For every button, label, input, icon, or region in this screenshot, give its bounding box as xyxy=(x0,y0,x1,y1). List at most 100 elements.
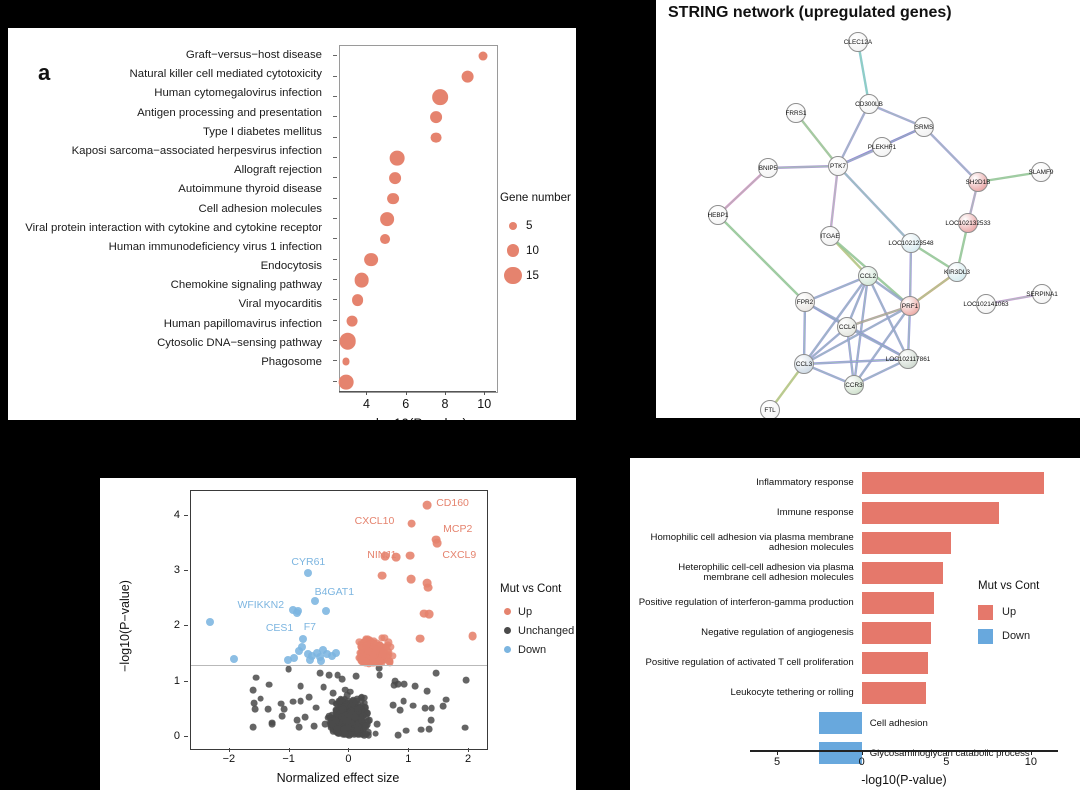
volcano-point xyxy=(277,700,285,707)
volcano-point xyxy=(370,640,378,648)
network-node[interactable]: FTL xyxy=(760,400,780,419)
go-bar-row: Immune response xyxy=(630,498,1080,528)
dotplot-point[interactable] xyxy=(461,70,474,83)
volcano-legend-item[interactable]: Unchanged xyxy=(500,621,574,640)
volcano-point xyxy=(356,714,364,722)
volcano-point xyxy=(389,701,397,709)
network-node[interactable]: FPR2 xyxy=(795,292,815,312)
volcano-y-tick-label: 3 xyxy=(173,564,180,577)
dotplot-point[interactable] xyxy=(430,111,443,124)
network-node[interactable]: CCR3 xyxy=(844,375,864,395)
go-bar[interactable] xyxy=(861,502,999,524)
volcano-point xyxy=(423,583,433,593)
dotplot-y-tick xyxy=(333,279,337,281)
network-node[interactable]: BNIP5 xyxy=(758,158,778,178)
network-node[interactable]: PLEKHF1 xyxy=(868,137,897,157)
network-node[interactable]: CCL4 xyxy=(837,317,857,337)
gene-number-legend-item: 10 xyxy=(500,238,571,263)
network-node[interactable]: LOC102132533 xyxy=(945,213,991,233)
go-legend-swatch xyxy=(978,628,993,644)
network-node[interactable]: CCL3 xyxy=(794,354,814,374)
dotplot-point[interactable] xyxy=(351,294,364,307)
go-bar[interactable] xyxy=(861,562,943,584)
volcano-point xyxy=(422,705,429,712)
volcano-legend-item[interactable]: Up xyxy=(500,602,574,621)
volcano-point xyxy=(385,658,394,666)
go-x-tick xyxy=(1030,750,1032,755)
network-node[interactable]: PTK7 xyxy=(828,156,848,176)
go-bar[interactable] xyxy=(861,592,935,614)
dotplot-category-label: Allograft rejection xyxy=(233,164,322,177)
network-node[interactable]: ITGAE xyxy=(820,226,840,246)
go-bar[interactable] xyxy=(861,532,952,554)
network-node[interactable]: FRRS1 xyxy=(786,103,807,123)
network-node-label: CD300LB xyxy=(855,101,883,108)
volcano-point xyxy=(347,731,354,738)
dotplot-x-tick-label: 6 xyxy=(402,397,410,411)
dotplot-y-tick xyxy=(333,380,337,382)
network-node-label: PRF1 xyxy=(902,303,919,310)
volcano-point xyxy=(340,725,348,733)
network-node[interactable]: CCL2 xyxy=(858,266,878,286)
volcano-point xyxy=(427,716,435,724)
volcano-legend-item[interactable]: Down xyxy=(500,640,574,659)
go-bar[interactable] xyxy=(819,742,862,764)
dotplot-x-tick xyxy=(405,391,407,395)
dotplot-y-tick xyxy=(333,258,337,260)
network-node[interactable]: LOC102141063 xyxy=(963,294,1009,314)
dotplot-point[interactable] xyxy=(354,272,369,288)
dotplot-y-tick xyxy=(333,55,337,57)
volcano-point xyxy=(303,569,312,578)
volcano-x-tick-label: −1 xyxy=(282,753,295,765)
network-node[interactable]: KIR3DL3 xyxy=(944,262,970,282)
network-node-label: LOC102141063 xyxy=(963,301,1009,308)
volcano-y-tick xyxy=(184,735,188,737)
go-bar[interactable] xyxy=(861,622,932,644)
go-bar[interactable] xyxy=(861,472,1045,494)
network-edge xyxy=(908,242,913,307)
dotplot-point[interactable] xyxy=(346,315,358,327)
dotplot-point[interactable] xyxy=(387,192,399,205)
volcano-point xyxy=(371,657,379,666)
volcano-point xyxy=(369,651,377,659)
go-legend-label: Up xyxy=(1002,606,1017,618)
volcano-point xyxy=(424,609,434,619)
network-node[interactable]: SRMS xyxy=(914,117,934,137)
dotplot-point[interactable] xyxy=(432,89,448,105)
dotplot-x-tick xyxy=(444,391,446,395)
volcano-point xyxy=(375,642,383,650)
network-node[interactable]: HEBP1 xyxy=(708,205,729,225)
network-edge xyxy=(828,165,840,237)
go-bar[interactable] xyxy=(861,652,928,674)
network-node[interactable]: LOC102117861 xyxy=(886,349,931,369)
network-node[interactable]: PRF1 xyxy=(900,296,920,316)
dotplot-point[interactable] xyxy=(430,132,442,144)
network-node[interactable]: CLEC12A xyxy=(844,32,873,52)
network-node[interactable]: SH2D1B xyxy=(966,172,991,192)
go-bar[interactable] xyxy=(861,682,926,704)
network-node[interactable]: CD300LB xyxy=(855,94,883,114)
dotplot-point[interactable] xyxy=(342,357,350,365)
dotplot-point[interactable] xyxy=(478,51,488,61)
volcano-x-tick-label: 2 xyxy=(464,753,472,765)
volcano-legend-items: Up Unchanged Down xyxy=(500,602,574,659)
network-node[interactable]: SLAMF9 xyxy=(1029,162,1054,182)
dotplot-point[interactable] xyxy=(380,234,391,245)
dotplot-point[interactable] xyxy=(389,172,401,185)
go-bar[interactable] xyxy=(819,712,862,734)
dotplot-point[interactable] xyxy=(364,252,379,267)
volcano-y-tick-label: 2 xyxy=(173,619,180,632)
dotplot-x-axis xyxy=(339,391,496,392)
network-node[interactable]: LOC102123548 xyxy=(888,233,934,253)
go-legend-item[interactable]: Up xyxy=(978,600,1039,624)
panel-d-go-barchart: Inflammatory response Immune response Homo… xyxy=(630,458,1080,790)
dotplot-point[interactable] xyxy=(389,150,405,166)
network-node[interactable]: SERPINA1 xyxy=(1026,284,1058,304)
network-edge xyxy=(977,170,1042,184)
dotplot-point[interactable] xyxy=(339,332,357,350)
dotplot-point[interactable] xyxy=(380,212,394,226)
go-legend-item[interactable]: Down xyxy=(978,624,1039,648)
gene-number-legend-dot xyxy=(500,244,526,257)
network-edge xyxy=(717,214,806,303)
dotplot-point[interactable] xyxy=(338,374,354,390)
